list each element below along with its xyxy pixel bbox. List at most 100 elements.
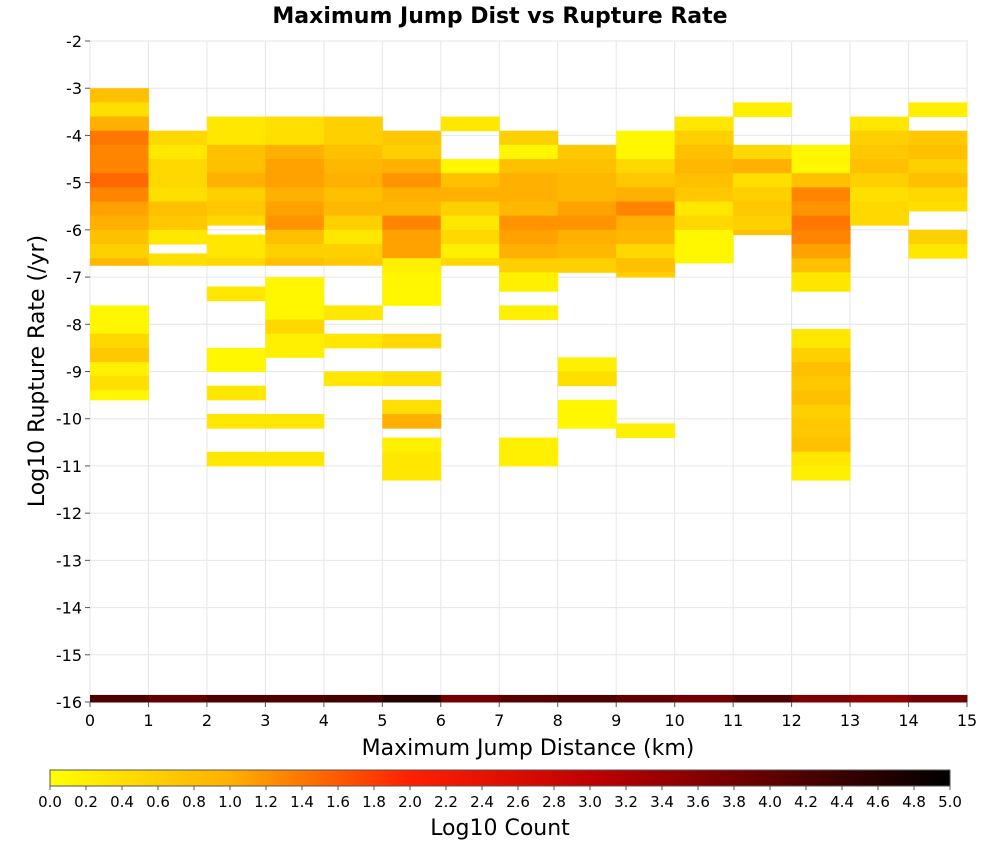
colorbar-tick-label: 3.6 — [686, 793, 710, 811]
heatmap-cell — [382, 215, 442, 231]
heatmap-cell — [674, 144, 734, 160]
y-tick-label: -14 — [56, 599, 82, 618]
heatmap-cell — [791, 418, 851, 439]
heatmap-cell — [206, 244, 266, 259]
heatmap-cell — [908, 173, 968, 188]
heatmap-cell — [265, 173, 325, 188]
x-tick-label: 2 — [202, 711, 212, 730]
colorbar-tick-label: 1.4 — [290, 793, 314, 811]
heatmap-cell — [557, 159, 617, 174]
y-tick-label: -10 — [56, 410, 82, 429]
colorbar-tick-label: 2.0 — [398, 793, 422, 811]
heatmap-cell — [616, 258, 676, 273]
colorbar-tick-label: 3.8 — [722, 793, 746, 811]
heatmap-cell — [850, 215, 910, 226]
heatmap-cell — [90, 258, 149, 266]
y-tick-label: -15 — [56, 646, 82, 665]
heatmap-cell — [499, 130, 559, 146]
heatmap-cell — [791, 329, 851, 349]
heatmap-cell — [382, 144, 442, 160]
y-axis-label: Log10 Rupture Rate (/yr) — [25, 235, 50, 507]
heatmap-cell — [791, 272, 851, 292]
heatmap-cell — [265, 319, 325, 335]
colorbar-tick-label: 4.0 — [758, 793, 782, 811]
colorbar-tick-label: 0.0 — [38, 793, 62, 811]
heatmap-cell — [382, 201, 442, 217]
x-axis-ticks: 0 1 2 3 4 5 6 7 8 9 10 11 12 13 14 15 — [85, 702, 977, 730]
y-tick-label: -9 — [66, 363, 82, 382]
heatmap-cell — [148, 215, 208, 231]
y-axis-ticks: -2 -3 -4 -5 -6 -7 -8 -9 -10 -11 -12 -13 -14 -15 -16 — [56, 32, 90, 712]
heatmap-cell — [791, 173, 851, 188]
y-tick-label: -4 — [66, 126, 82, 145]
heatmap-cell — [206, 187, 266, 203]
heatmap-cell — [499, 173, 559, 188]
heatmap-cell — [323, 694, 383, 703]
heatmap-cell — [90, 173, 149, 188]
heatmap-cell — [382, 333, 442, 349]
heatmap-cell — [323, 258, 383, 266]
heatmap-cell — [616, 229, 676, 245]
heatmap-cell — [323, 229, 383, 245]
y-tick-label: -13 — [56, 551, 82, 570]
heatmap-cell — [206, 173, 266, 188]
heatmap-cell — [265, 229, 325, 245]
x-tick-label: 13 — [840, 711, 860, 730]
heatmap-cell — [148, 130, 208, 146]
heatmap-cell — [90, 159, 149, 174]
heatmap-cell — [791, 362, 851, 377]
heatmap-cell — [382, 399, 442, 415]
heatmap-cell — [265, 116, 325, 132]
colorbar-tick-label: 1.2 — [254, 793, 278, 811]
heatmap-cell — [557, 144, 617, 160]
heatmap-cell — [616, 215, 676, 231]
heatmap-cell — [90, 390, 149, 401]
heatmap-cell — [206, 385, 266, 401]
heatmap-cell — [148, 173, 208, 188]
colorbar-tick-label: 4.8 — [902, 793, 926, 811]
y-tick-label: -16 — [56, 693, 82, 712]
heatmap-cell — [733, 187, 793, 203]
x-tick-label: 5 — [377, 711, 387, 730]
heatmap-cell — [148, 694, 208, 703]
heatmap-cell — [791, 451, 851, 467]
heatmap-cell — [616, 244, 676, 259]
x-tick-label: 0 — [85, 711, 95, 730]
heatmap-cell — [674, 173, 734, 188]
x-tick-label: 6 — [436, 711, 446, 730]
heatmap-cell — [206, 201, 266, 217]
heatmap-cell — [616, 272, 676, 278]
heatmap-cell — [674, 116, 734, 132]
heatmap-cell — [382, 272, 442, 306]
y-tick-label: -5 — [66, 174, 82, 193]
heatmap-cell — [206, 694, 266, 703]
heatmap-cell — [733, 201, 793, 217]
y-tick-label: -3 — [66, 79, 82, 98]
heatmap-cell — [557, 229, 617, 245]
heatmap-cell — [206, 413, 266, 429]
x-tick-label: 9 — [611, 711, 621, 730]
heatmap-cell — [206, 286, 266, 302]
heatmap-cell — [499, 258, 559, 273]
y-tick-label: -6 — [66, 221, 82, 240]
heatmap-cell — [499, 201, 559, 217]
heatmap-cell — [674, 229, 734, 264]
heatmap-cell — [90, 144, 149, 160]
heatmap-cell — [791, 390, 851, 406]
heatmap-cell — [499, 144, 559, 160]
x-tick-label: 4 — [319, 711, 329, 730]
heatmap-cell — [850, 130, 910, 146]
heatmap-cell — [90, 102, 149, 118]
x-tick-label: 12 — [781, 711, 801, 730]
heatmap-cell — [908, 159, 968, 174]
heatmap-cell — [791, 347, 851, 363]
heatmap-cell — [323, 333, 383, 349]
heatmap-cell — [674, 694, 734, 703]
colorbar-tick-label: 2.6 — [506, 793, 530, 811]
heatmap-cell — [791, 258, 851, 273]
heatmap-cell — [148, 253, 208, 266]
heatmap-cell — [616, 130, 676, 160]
heatmap-cell — [440, 244, 500, 259]
heatmap-cell — [499, 437, 559, 467]
heatmap-cell — [674, 215, 734, 231]
